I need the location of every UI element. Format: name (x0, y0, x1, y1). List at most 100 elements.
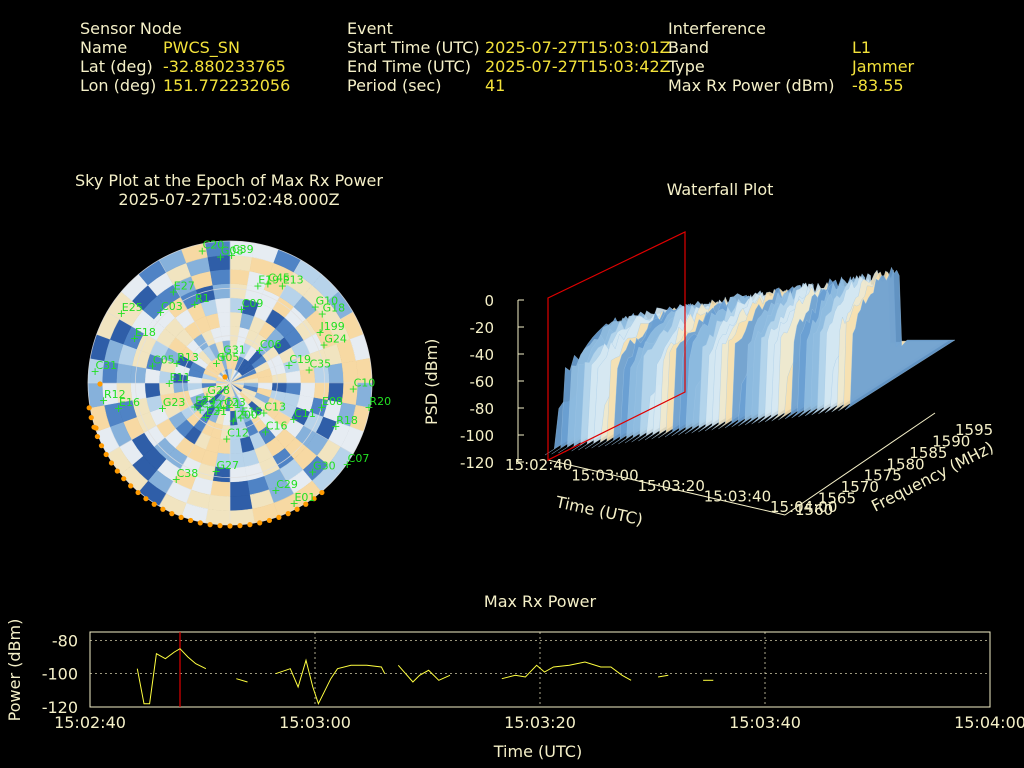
skyplot-subtitle: 2025-07-27T15:02:48.000Z (118, 190, 340, 209)
satellite-label: G24 (324, 333, 347, 346)
satellite-marker: + (169, 286, 178, 299)
satellite-marker: + (278, 280, 287, 293)
waterfall-time-tick-label: 15:02:40 (505, 456, 572, 474)
waterfall-psd-label: PSD (dBm) (422, 339, 441, 425)
satellite-label: C20 (203, 239, 225, 252)
satellite-marker: + (263, 277, 272, 290)
satellite-marker: + (90, 365, 99, 378)
satellite-label: C38 (177, 467, 199, 480)
skyplot-marker (311, 496, 317, 502)
satellite-marker: + (190, 298, 199, 311)
satellite-marker: + (364, 401, 373, 414)
event-end-label: End Time (UTC) (347, 57, 471, 76)
sensor-lat-label: Lat (deg) (80, 57, 153, 76)
waterfall-time-axis (547, 459, 786, 516)
satellite-marker: + (218, 349, 227, 362)
satellite-label: E13 (283, 274, 304, 287)
satellite-label: C35 (309, 357, 331, 370)
skyplot-azimuth-line (158, 259, 231, 384)
skyplot-marker (217, 523, 223, 529)
skyplot-marker (114, 468, 120, 474)
satellite-marker: + (172, 473, 181, 486)
satellite-marker: + (237, 303, 246, 316)
maxrx-y-tick-label: -100 (42, 665, 78, 684)
satellite-label: E11 (170, 371, 191, 384)
waterfall-psd-tick-label: 0 (484, 292, 494, 310)
satellite-marker: + (165, 377, 174, 390)
satellite-marker: + (227, 249, 236, 262)
satellite-marker: + (172, 357, 181, 370)
maxrx-series-line (136, 648, 207, 705)
satellite-label: G10 (316, 294, 339, 307)
satellite-label: G05 (217, 351, 240, 364)
satellite-marker: + (253, 279, 262, 292)
waterfall-frequency-tick-label: 1575 (864, 467, 902, 485)
satellite-marker: + (229, 415, 238, 428)
satellite-label: C06 (260, 338, 282, 351)
satellite-label: G28 (207, 384, 230, 397)
sensor-lon-label: Lon (deg) (80, 76, 157, 95)
skyplot-azimuth-line (106, 382, 231, 455)
event-start-label: Start Time (UTC) (347, 38, 480, 57)
skyplot-marker (237, 523, 243, 529)
satellite-marker: + (311, 300, 320, 313)
skyplot-marker (108, 460, 115, 466)
waterfall-event-plane (547, 231, 686, 461)
satellite-marker: + (214, 404, 223, 417)
satellite-marker: + (99, 394, 108, 407)
waterfall-time-tick-label: 15:03:40 (704, 488, 771, 506)
skyplot-marker (94, 433, 101, 440)
maxrx-x-tick-label: 15:03:00 (279, 713, 351, 732)
satellite-label: E25 (122, 301, 143, 314)
satellite-label: E21 (206, 405, 227, 418)
skyplot-title: Sky Plot at the Epoch of Max Rx Power (75, 171, 383, 190)
satellite-marker: + (271, 484, 280, 497)
skyplot-marker (257, 520, 263, 526)
satellite-label: G31 (223, 343, 246, 356)
satellite-label: E27 (174, 280, 195, 293)
skyplot-azimuth-line (106, 311, 231, 384)
satellite-label: C11 (294, 407, 316, 420)
satellite-marker: + (304, 363, 313, 376)
satellite-marker: + (196, 403, 205, 416)
event-period-label: Period (sec) (347, 76, 442, 95)
skyplot-marker (178, 514, 184, 520)
satellite-marker: + (202, 390, 211, 403)
waterfall-frequency-tick-label: 1590 (932, 432, 970, 450)
maxrx-series-line (501, 661, 632, 681)
skyplot-marker (319, 489, 325, 496)
satellite-label: R20 (369, 395, 391, 408)
skyplot-marker (169, 511, 175, 517)
satellite-marker: + (318, 307, 327, 320)
satellite-marker: + (316, 326, 325, 339)
sensor-name-value: PWCS_SN (163, 38, 240, 57)
sensor-node-heading: Sensor Node (80, 19, 182, 38)
maxrx-series-line (397, 664, 451, 683)
skyplot-marker (86, 405, 92, 411)
satellite-marker: + (289, 497, 298, 510)
waterfall-psd-tick-label: -40 (470, 346, 495, 364)
waterfall-psd-tick-label: -20 (470, 319, 495, 337)
satellite-marker: + (190, 400, 199, 413)
satellite-label: E16 (119, 396, 140, 409)
satellite-label: C12 (227, 426, 249, 439)
interference-power-value: -83.55 (852, 76, 904, 95)
satellite-marker: + (198, 245, 207, 258)
skyplot-marker (93, 425, 99, 431)
satellite-marker: + (222, 432, 231, 445)
satellite-marker: + (259, 407, 268, 420)
satellite-label: E15 (241, 406, 262, 419)
satellite-marker: + (319, 339, 328, 352)
satellite-marker: + (216, 250, 225, 263)
skyplot-marker (160, 506, 166, 512)
satellite-label: C45 (268, 271, 290, 284)
satellite-marker: + (255, 344, 264, 357)
satellite-marker: + (261, 425, 270, 438)
waterfall-psd-tick-label: -120 (460, 454, 494, 472)
waterfall-frequency-tick-label: 1580 (886, 455, 924, 473)
skyplot-marker (294, 506, 300, 512)
event-period-value: 41 (485, 76, 506, 95)
